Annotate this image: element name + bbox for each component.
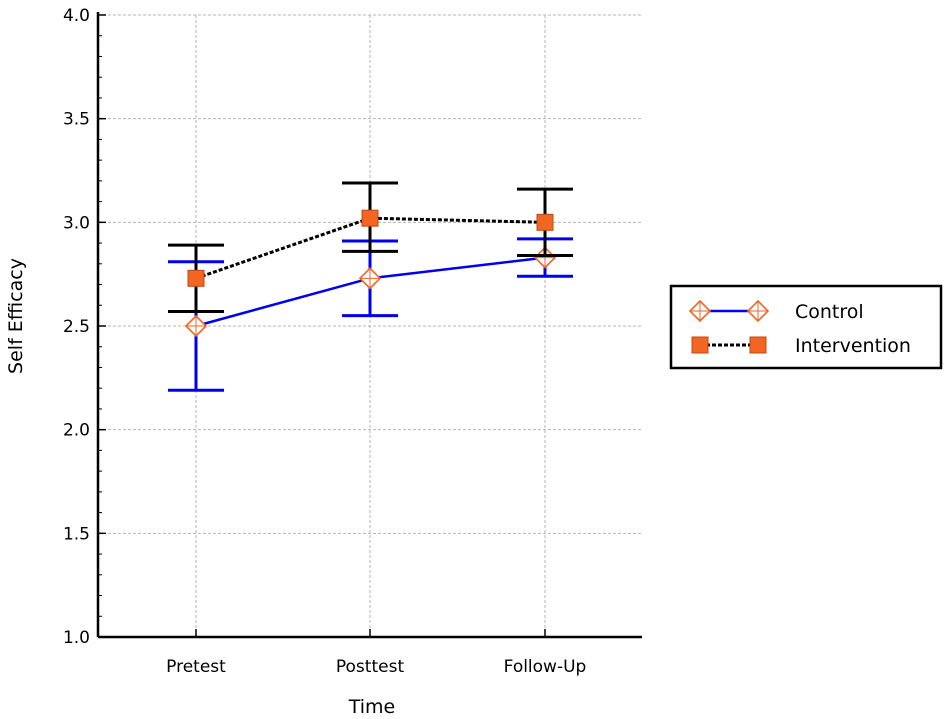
axes bbox=[96, 12, 642, 639]
y-tick-label: 3.0 bbox=[63, 213, 90, 233]
x-tick-label: Posttest bbox=[336, 657, 405, 677]
legend-marker bbox=[746, 299, 770, 323]
y-tick-label: 2.5 bbox=[63, 317, 90, 337]
legend-label: Intervention bbox=[795, 335, 911, 357]
legend-marker bbox=[749, 336, 767, 354]
legend-marker bbox=[688, 299, 712, 323]
series-line bbox=[195, 216, 546, 280]
y-tick-label: 3.5 bbox=[63, 110, 90, 130]
series-layer bbox=[168, 181, 573, 392]
legend-entry: Control bbox=[688, 299, 864, 323]
x-axis-title: Time bbox=[348, 696, 396, 718]
legend-box bbox=[669, 284, 943, 370]
x-tick-labels: Pretest Posttest Follow-Up bbox=[166, 657, 586, 677]
legend: Control Intervention bbox=[669, 284, 943, 370]
data-point bbox=[187, 269, 205, 287]
grid bbox=[98, 14, 642, 638]
data-point bbox=[358, 267, 382, 290]
data-point bbox=[361, 209, 379, 227]
x-tick-label: Pretest bbox=[166, 657, 226, 677]
y-tick-label: 4.0 bbox=[63, 6, 90, 26]
x-tick-label: Follow-Up bbox=[504, 657, 587, 677]
series-intervention bbox=[168, 181, 573, 313]
y-tick-label: 1.0 bbox=[63, 628, 90, 648]
y-tick-label: 2.0 bbox=[63, 421, 90, 441]
y-tick-labels: 1.0 1.5 2.0 2.5 3.0 3.5 4.0 bbox=[63, 6, 90, 648]
y-tick-label: 1.5 bbox=[63, 524, 90, 544]
data-point bbox=[536, 213, 554, 231]
y-axis-title: Self Efficacy bbox=[5, 258, 27, 374]
legend-entry: Intervention bbox=[691, 335, 911, 357]
data-point bbox=[184, 314, 208, 338]
legend-marker bbox=[691, 336, 709, 354]
legend-label: Control bbox=[795, 301, 864, 323]
